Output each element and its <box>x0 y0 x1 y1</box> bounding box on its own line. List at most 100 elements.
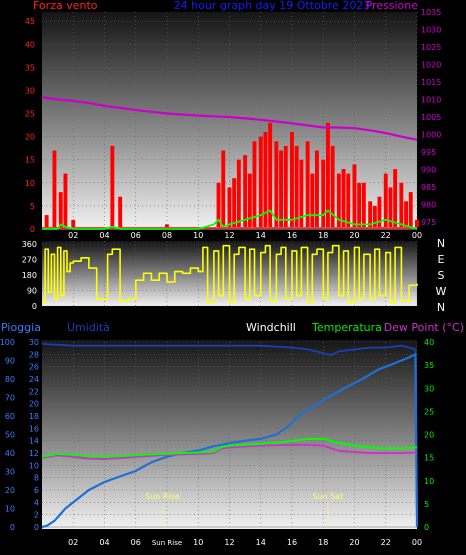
wind-tick-label: 15 <box>25 156 35 165</box>
wind-tick-label: 0 <box>30 225 35 234</box>
rain-tick-label: 6 <box>34 486 39 495</box>
pressure-tick-label: 1025 <box>421 43 441 52</box>
legend-humidity: Umidità <box>67 321 110 334</box>
compass-letter: S <box>438 269 445 282</box>
pressure-tick-label: 1030 <box>421 26 441 35</box>
humidity-tick-label: 70 <box>5 394 15 403</box>
gust-bar <box>368 201 373 227</box>
temperature-tick-label: 20 <box>424 431 434 440</box>
direction-tick-label: 180 <box>22 271 37 280</box>
gust-bar <box>279 150 283 227</box>
pressure-tick-label: 975 <box>421 218 436 227</box>
gust-bar <box>71 219 76 227</box>
gust-bar <box>341 169 346 227</box>
gust-bar <box>252 141 257 227</box>
time-tick-label: 12 <box>224 231 234 240</box>
temperature-tick-label: 25 <box>424 407 434 416</box>
wind-tick-label: 40 <box>25 40 35 49</box>
wind-axis-title: Forza vento <box>33 0 98 12</box>
gust-bar <box>274 141 279 227</box>
rain-tick-label: 28 <box>29 350 39 359</box>
time-tick-label: 06 <box>131 538 141 547</box>
gust-bar <box>321 159 326 227</box>
gust-bar <box>299 159 304 227</box>
rain-tick-label: 22 <box>29 387 39 396</box>
time-tick-label: 16 <box>287 538 297 547</box>
gust-bar <box>52 150 57 227</box>
gust-bar <box>118 196 123 227</box>
gust-bar <box>263 132 268 227</box>
humidity-tick-label: 10 <box>5 505 15 514</box>
humidity-tick-label: 30 <box>5 468 15 477</box>
pressure-tick-label: 980 <box>421 201 436 210</box>
rain-tick-label: 8 <box>34 474 39 483</box>
gust-bar <box>165 224 169 227</box>
gust-bar <box>63 173 68 227</box>
pressure-tick-label: 1010 <box>421 96 441 105</box>
pressure-tick-label: 1035 <box>421 8 441 17</box>
temperature-tick-label: 15 <box>424 454 434 463</box>
rain-line <box>41 353 419 529</box>
wind-tick-label: 25 <box>25 110 35 119</box>
legend-temperature: Temperatura <box>311 321 382 334</box>
legend-rain: Pioggia <box>1 321 41 334</box>
compass-letter: N <box>437 237 445 250</box>
pressure-tick-label: 1005 <box>421 113 441 122</box>
pressure-tick-label: 1000 <box>421 131 441 140</box>
temperature-tick-label: 40 <box>424 338 434 347</box>
gust-bar <box>399 182 404 227</box>
gust-bar <box>236 159 241 227</box>
pressure-tick-label: 1015 <box>421 78 441 87</box>
rain-tick-label: 30 <box>29 338 39 347</box>
gust-bar <box>44 215 49 227</box>
gust-bar <box>221 150 226 227</box>
gust-bar <box>283 145 288 227</box>
time-tick-label: 06 <box>131 231 141 240</box>
time-tick-label: 16 <box>287 231 297 240</box>
gust-bar <box>290 132 294 227</box>
time-tick-label: 22 <box>381 538 391 547</box>
temperature-tick-label: 10 <box>424 477 434 486</box>
gust-bar <box>315 150 319 227</box>
humidity-tick-label: 20 <box>5 486 15 495</box>
time-tick-label: 14 <box>256 538 266 547</box>
rain-tick-label: 18 <box>29 412 39 421</box>
humidity-tick-label: 0 <box>10 523 15 532</box>
time-tick-label: 12 <box>224 538 234 547</box>
temperature-tick-label: 5 <box>424 500 429 509</box>
humidity-tick-label: 100 <box>0 338 15 347</box>
rain-tick-label: 14 <box>29 437 39 446</box>
time-tick-label: Sun Rise <box>152 539 182 547</box>
gust-bar <box>247 173 252 227</box>
rain-tick-label: 2 <box>34 511 39 520</box>
rain-tick-label: 16 <box>29 424 39 433</box>
sun-marker-label: Sun Set <box>312 492 343 501</box>
rain-tick-label: 12 <box>29 449 39 458</box>
time-tick-label: 08 <box>162 231 172 240</box>
gust-bar <box>352 164 357 227</box>
humidity-tick-label: 40 <box>5 449 15 458</box>
time-tick-label: 20 <box>349 231 359 240</box>
wind-direction-line <box>42 244 418 304</box>
time-tick-label: 04 <box>99 231 109 240</box>
pressure-tick-label: 1020 <box>421 61 441 70</box>
legend-dew-point: Dew Point (°C) <box>384 321 464 334</box>
gust-bar <box>415 219 419 227</box>
gust-bar <box>110 145 115 227</box>
gust-bar <box>404 201 408 227</box>
gust-bar <box>357 182 362 227</box>
gust-bar <box>377 196 382 227</box>
temperature-tick-label: 0 <box>424 523 429 532</box>
time-tick-label: 00 <box>412 538 422 547</box>
gust-bar <box>330 145 335 227</box>
time-tick-label: 02 <box>68 538 78 547</box>
compass-letter: N <box>437 301 445 314</box>
time-tick-label: 10 <box>193 231 203 240</box>
rain-tick-label: 10 <box>29 461 39 470</box>
humidity-tick-label: 90 <box>5 357 15 366</box>
gust-bar <box>388 187 393 227</box>
wind-tick-label: 35 <box>25 63 35 72</box>
direction-tick-label: 270 <box>22 256 37 265</box>
gust-bar <box>243 155 248 227</box>
